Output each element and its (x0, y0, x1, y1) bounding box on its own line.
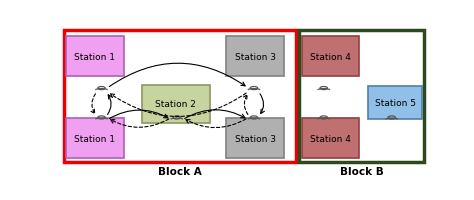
Bar (66, 37, 124, 76)
Text: Block B: Block B (340, 167, 383, 176)
Bar (299, 31, 424, 163)
Text: Block A: Block A (158, 167, 201, 176)
Text: Station 4: Station 4 (310, 134, 351, 143)
Text: Station 3: Station 3 (235, 52, 276, 61)
Text: Station 4: Station 4 (310, 52, 351, 61)
Bar (227, 119, 284, 158)
Bar (301, 119, 359, 158)
Bar (301, 37, 359, 76)
Bar (227, 37, 284, 76)
Bar (142, 86, 210, 123)
Bar (66, 119, 124, 158)
Text: Station 1: Station 1 (74, 52, 115, 61)
Bar (368, 86, 422, 119)
Text: Station 5: Station 5 (374, 98, 416, 107)
Bar (64, 31, 296, 163)
Text: Station 3: Station 3 (235, 134, 276, 143)
Text: Station 1: Station 1 (74, 134, 115, 143)
Text: Station 2: Station 2 (155, 100, 196, 109)
